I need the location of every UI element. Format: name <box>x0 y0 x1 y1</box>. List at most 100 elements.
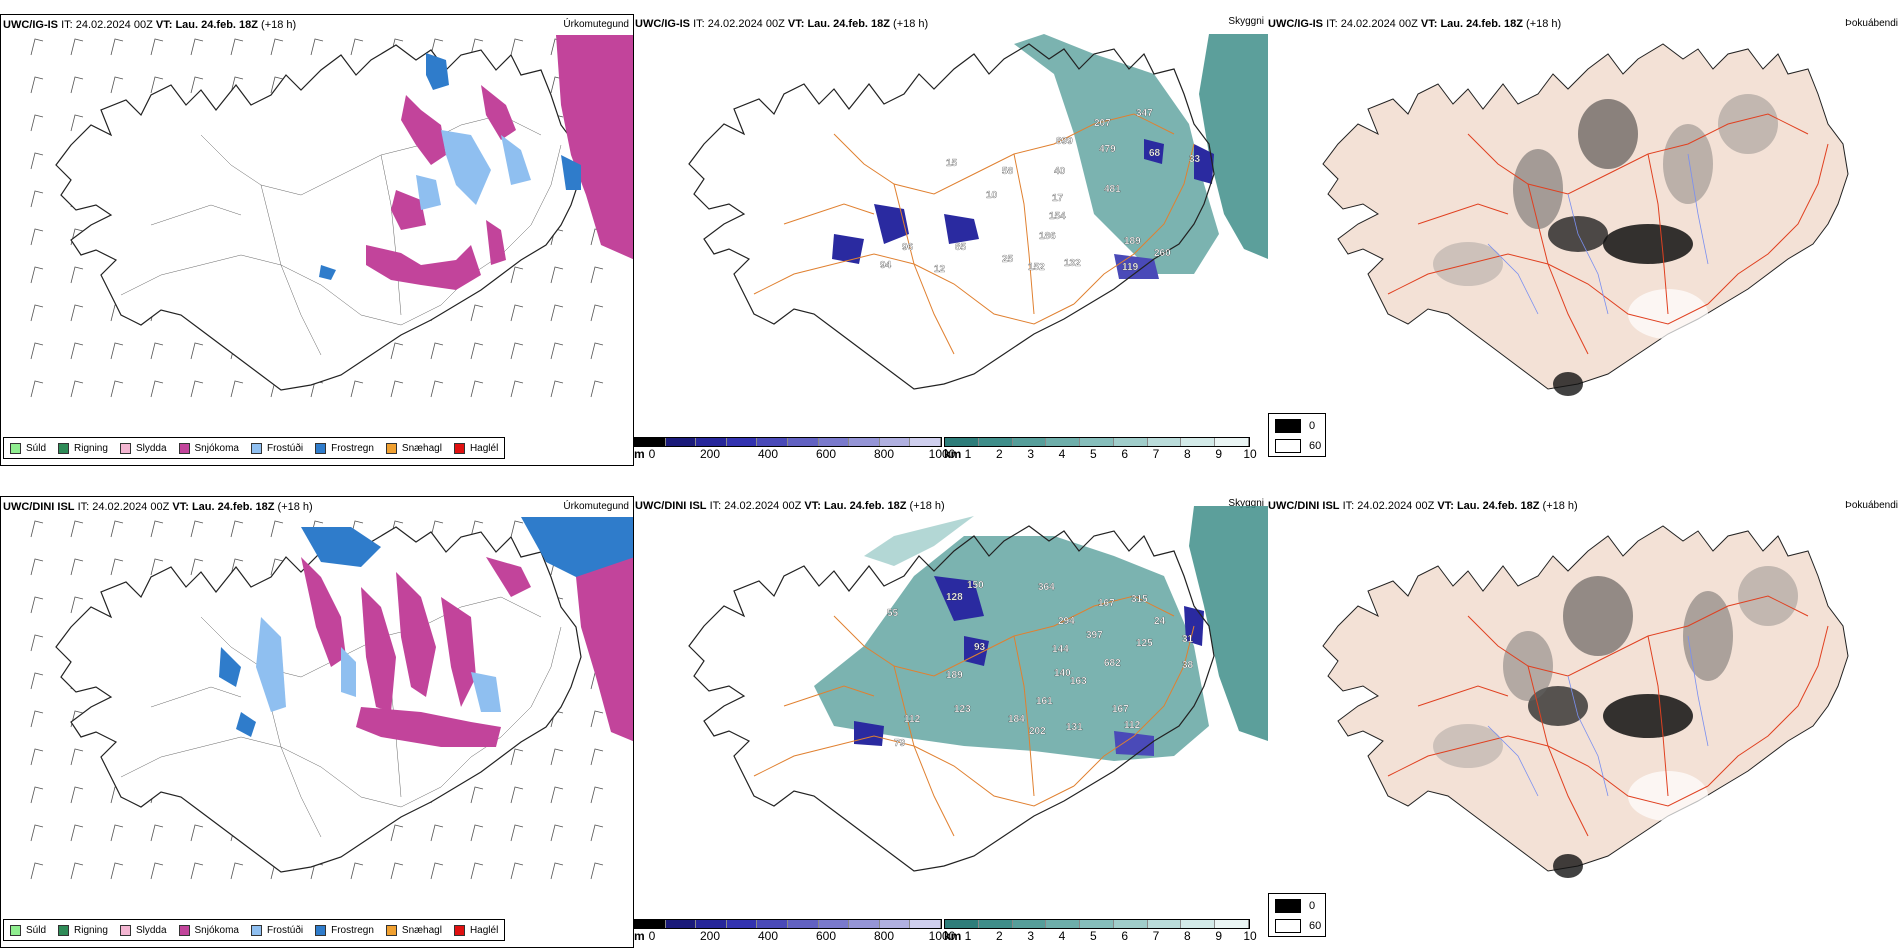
iceland-outline <box>688 525 1215 872</box>
snow-area <box>396 572 436 697</box>
visibility-value-label: 161 <box>1036 696 1053 707</box>
precip-type-legend: Súld Rigning Slydda Snjókoma Frostúði Frostre… <box>3 919 506 941</box>
freezing-rain-area <box>561 155 581 190</box>
snow-area <box>576 557 633 742</box>
snow-area <box>361 587 396 712</box>
colorbar-tick-label: 9 <box>1215 929 1222 943</box>
panel-title: Þokuábendi <box>1845 500 1898 511</box>
visibility-value-label: 119 <box>1122 262 1139 273</box>
colorbar-tick-label: 600 <box>815 929 837 943</box>
colorbar-tick-label: 200 <box>699 447 721 461</box>
legend-item: Rigning <box>58 442 108 454</box>
legend-item: Haglél <box>453 442 499 454</box>
snow-area <box>401 95 446 165</box>
legend-swatch <box>178 442 190 454</box>
freezing-drizzle-area <box>256 617 286 712</box>
fog-panel-bottom: UWC/DINI ISL IT: 24.02.2024 00Z VT: Lau.… <box>1268 496 1900 948</box>
visibility-value-label: 347 <box>1136 108 1153 119</box>
visibility-value-label: 31 <box>1182 634 1194 645</box>
legend-label: Rigning <box>74 442 108 454</box>
visibility-value-label: 364 <box>1038 582 1055 593</box>
legend-item: Frostúði <box>250 442 304 454</box>
legend-swatch <box>10 924 21 936</box>
visibility-value-label: 294 <box>1058 616 1075 627</box>
legend-label: Snæhagl <box>401 442 442 454</box>
height-unit: m <box>634 929 645 943</box>
visibility-value-label: 123 <box>954 704 971 715</box>
legend-swatch <box>119 924 131 936</box>
visibility-value-label: 202 <box>1029 726 1046 737</box>
legend-swatch <box>315 442 327 454</box>
snow-area <box>301 557 346 667</box>
legend-swatch <box>10 442 21 454</box>
legend-label: Snjókoma <box>194 924 239 936</box>
legend-item: Frostregn <box>315 442 374 454</box>
freezing-drizzle-area <box>416 175 441 210</box>
panel-title: Skyggni <box>1228 16 1264 27</box>
visibility-value-label: 17 <box>1052 193 1064 204</box>
visibility-value-label: 150 <box>967 580 984 591</box>
visibility-value-label: 25 <box>1002 254 1014 265</box>
roads <box>753 595 1195 837</box>
legend-label: Snjókoma <box>194 442 239 454</box>
snow-area <box>356 707 501 747</box>
freezing-drizzle-area <box>441 130 491 205</box>
visibility-value-label: 152 <box>1028 262 1045 273</box>
visibility-value-label: 167 <box>1098 598 1115 609</box>
legend-label: Frostregn <box>331 442 374 454</box>
visibility-value-label: 144 <box>1052 644 1069 655</box>
legend-swatch <box>58 924 70 936</box>
legend-item: Haglél <box>453 924 498 936</box>
panel-header: UWC/IG-IS IT: 24.02.2024 00Z VT: Lau. 24… <box>3 19 297 31</box>
legend-swatch <box>58 442 70 454</box>
colorbar-tick-label: 3 <box>1027 929 1034 943</box>
fog-panel-top: UWC/IG-IS IT: 24.02.2024 00Z VT: Lau. 24… <box>1268 14 1900 466</box>
colorbar-tick-label: 5 <box>1089 447 1097 461</box>
legend-label: Haglél <box>469 442 499 454</box>
visibility-value-label: 184 <box>1008 714 1025 725</box>
visibility-value-label: 10 <box>986 190 998 201</box>
freezing-rain-area <box>301 527 381 567</box>
panel-title: Þokuábendi <box>1845 18 1898 29</box>
legend-swatch <box>385 924 397 936</box>
legend-item: Súld <box>10 924 46 936</box>
colorbar-tick-label: 4 <box>1058 929 1066 943</box>
roads <box>1387 113 1829 355</box>
snow-area <box>486 557 531 597</box>
freezing-drizzle-area <box>341 647 356 697</box>
legend-item: Slydda <box>119 924 167 936</box>
colorbar-tick-label: 2 <box>995 447 1003 461</box>
legend-item: Rigning <box>58 924 108 936</box>
visibility-value-label: 131 <box>1066 722 1083 733</box>
colorbar-tick-label: 10 <box>1243 447 1257 461</box>
precip-map <box>30 35 633 398</box>
legend-item: Slydda <box>119 442 167 454</box>
legend-item: Frostregn <box>315 924 374 936</box>
legend-swatch <box>453 442 465 454</box>
legend-item: Súld <box>10 442 46 454</box>
colorbar-tick-label: 1 <box>964 929 972 943</box>
legend-label: Frostúði <box>266 442 304 454</box>
visibility-value-label: 12 <box>934 264 946 275</box>
visibility-unit: km <box>944 447 962 461</box>
visibility-value-label: 189 <box>1124 236 1141 247</box>
colorbar-tick-label: 0 <box>648 447 656 461</box>
legend-swatch <box>119 442 131 454</box>
height-unit: m <box>634 447 645 461</box>
panel-header: UWC/DINI ISL IT: 24.02.2024 00Z VT: Lau.… <box>1268 500 1578 512</box>
fog-map <box>1322 525 1849 878</box>
visibility-panel-top: UWC/IG-IS IT: 24.02.2024 00Z VT: Lau. 24… <box>634 14 1268 466</box>
panel-title: Úrkomutegund <box>563 501 629 512</box>
colorbar-tick-label: 6 <box>1121 929 1128 943</box>
visibility-value-label: 55 <box>887 608 899 619</box>
iceland-outline <box>55 44 582 391</box>
panel-header: UWC/IG-IS IT: 24.02.2024 00Z VT: Lau. 24… <box>1268 18 1562 30</box>
visibility-value-label: 38 <box>1182 660 1194 671</box>
visibility-value-label: 94 <box>880 260 892 271</box>
colorbar-tick-label: 400 <box>757 929 779 943</box>
height-colorbar-strip <box>634 919 942 929</box>
panel-title: Úrkomutegund <box>563 19 629 30</box>
iceland-outline <box>688 43 1215 390</box>
colorbar-tick-label: 7 <box>1152 447 1160 461</box>
visibility-value-label: 96 <box>902 242 914 253</box>
